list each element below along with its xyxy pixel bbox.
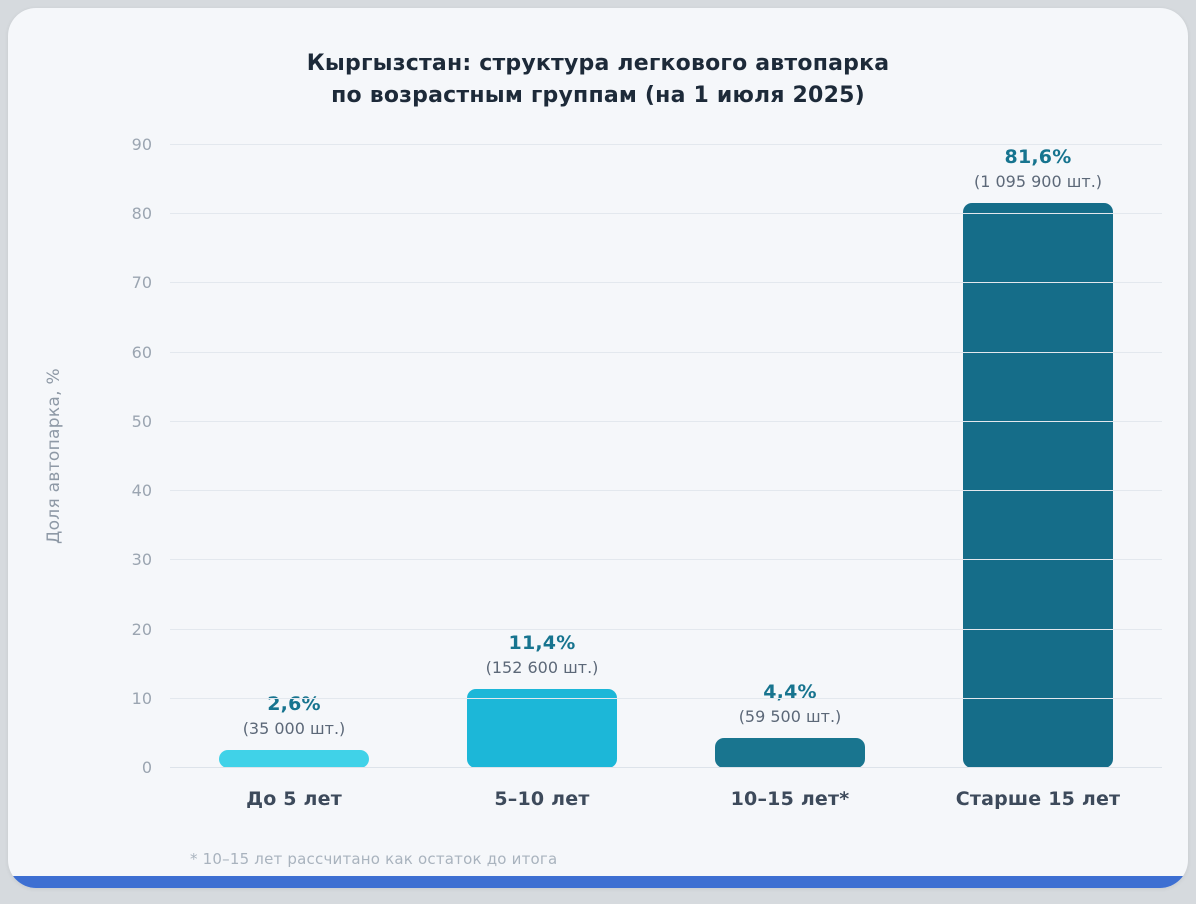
y-tick-label: 50 [131, 411, 152, 431]
y-tick-label: 70 [131, 273, 152, 293]
bar-percent-label: 81,6% [1004, 146, 1072, 169]
bar-value-label: 81,6% (1 095 900 шт.) [914, 146, 1162, 191]
chart-title-line1: Кыргызстан: структура легкового автопарк… [306, 51, 890, 76]
gridline [170, 144, 1162, 145]
y-tick-label: 10 [131, 688, 152, 708]
gridline [170, 213, 1162, 215]
bar-slots: 2,6% (35 000 шт.) 11,4% (152 600 шт.) 4,4% (5… [170, 145, 1162, 768]
x-category-label: До 5 лет [246, 788, 342, 810]
y-tick-label: 0 [141, 758, 152, 777]
bar-count-label: (1 095 900 шт.) [973, 172, 1103, 192]
bar [715, 737, 865, 768]
bar-count-label: (59 500 шт.) [738, 706, 842, 726]
y-tick-label: 40 [131, 481, 152, 501]
chart-title-line2: по возрастным группам (на 1 июля 2025) [331, 83, 865, 108]
y-tick-label: 30 [131, 550, 152, 570]
x-category-label: 10–15 лет* [730, 788, 850, 810]
bar-percent-label: 11,4% [508, 632, 576, 655]
bar-slot: 2,6% (35 000 шт.) [170, 145, 418, 768]
bottom-accent-strip [8, 876, 1188, 888]
chart-title: Кыргызстан: структура легкового автопарк… [8, 48, 1188, 112]
y-tick-label: 90 [131, 135, 152, 154]
bar-count-label: (35 000 шт.) [242, 719, 346, 739]
gridline [170, 628, 1162, 630]
plot-area: 2,6% (35 000 шт.) 11,4% (152 600 шт.) 4,4% (5… [132, 137, 1162, 776]
x-axis-labels: До 5 лет 5–10 лет 10–15 лет* Старше 15 лет [170, 788, 1162, 810]
gridline [170, 420, 1162, 422]
bar-percent-label: 4,4% [763, 680, 817, 703]
bar [467, 689, 617, 768]
x-category-label: 5–10 лет [494, 788, 590, 810]
bar-slot: 11,4% (152 600 шт.) [418, 145, 666, 768]
y-tick-label: 60 [131, 342, 152, 362]
y-tick-label: 80 [131, 204, 152, 224]
gridline [170, 559, 1162, 561]
y-axis-title: Доля автопарка, % [44, 368, 64, 544]
gridline [170, 697, 1162, 699]
bar-slot: 81,6% (1 095 900 шт.) [914, 145, 1162, 768]
bar-value-label: 2,6% (35 000 шт.) [170, 693, 418, 738]
bar-value-label: 4,4% (59 500 шт.) [666, 681, 914, 726]
y-tick-label: 20 [131, 619, 152, 639]
bar-value-label: 11,4% (152 600 шт.) [418, 632, 666, 677]
bar [219, 750, 369, 768]
bar-slot: 4,4% (59 500 шт.) [666, 145, 914, 768]
bar-percent-label: 2,6% [267, 693, 321, 716]
gridline [170, 282, 1162, 284]
bar-count-label: (152 600 шт.) [485, 658, 599, 678]
bar [963, 203, 1113, 768]
gridline [170, 351, 1162, 353]
gridline [170, 767, 1162, 768]
chart-card: Кыргызстан: структура легкового автопарк… [8, 8, 1188, 888]
x-category-label: Старше 15 лет [955, 788, 1121, 810]
footnote: * 10–15 лет рассчитано как остаток до ит… [190, 850, 558, 868]
gridline [170, 490, 1162, 492]
